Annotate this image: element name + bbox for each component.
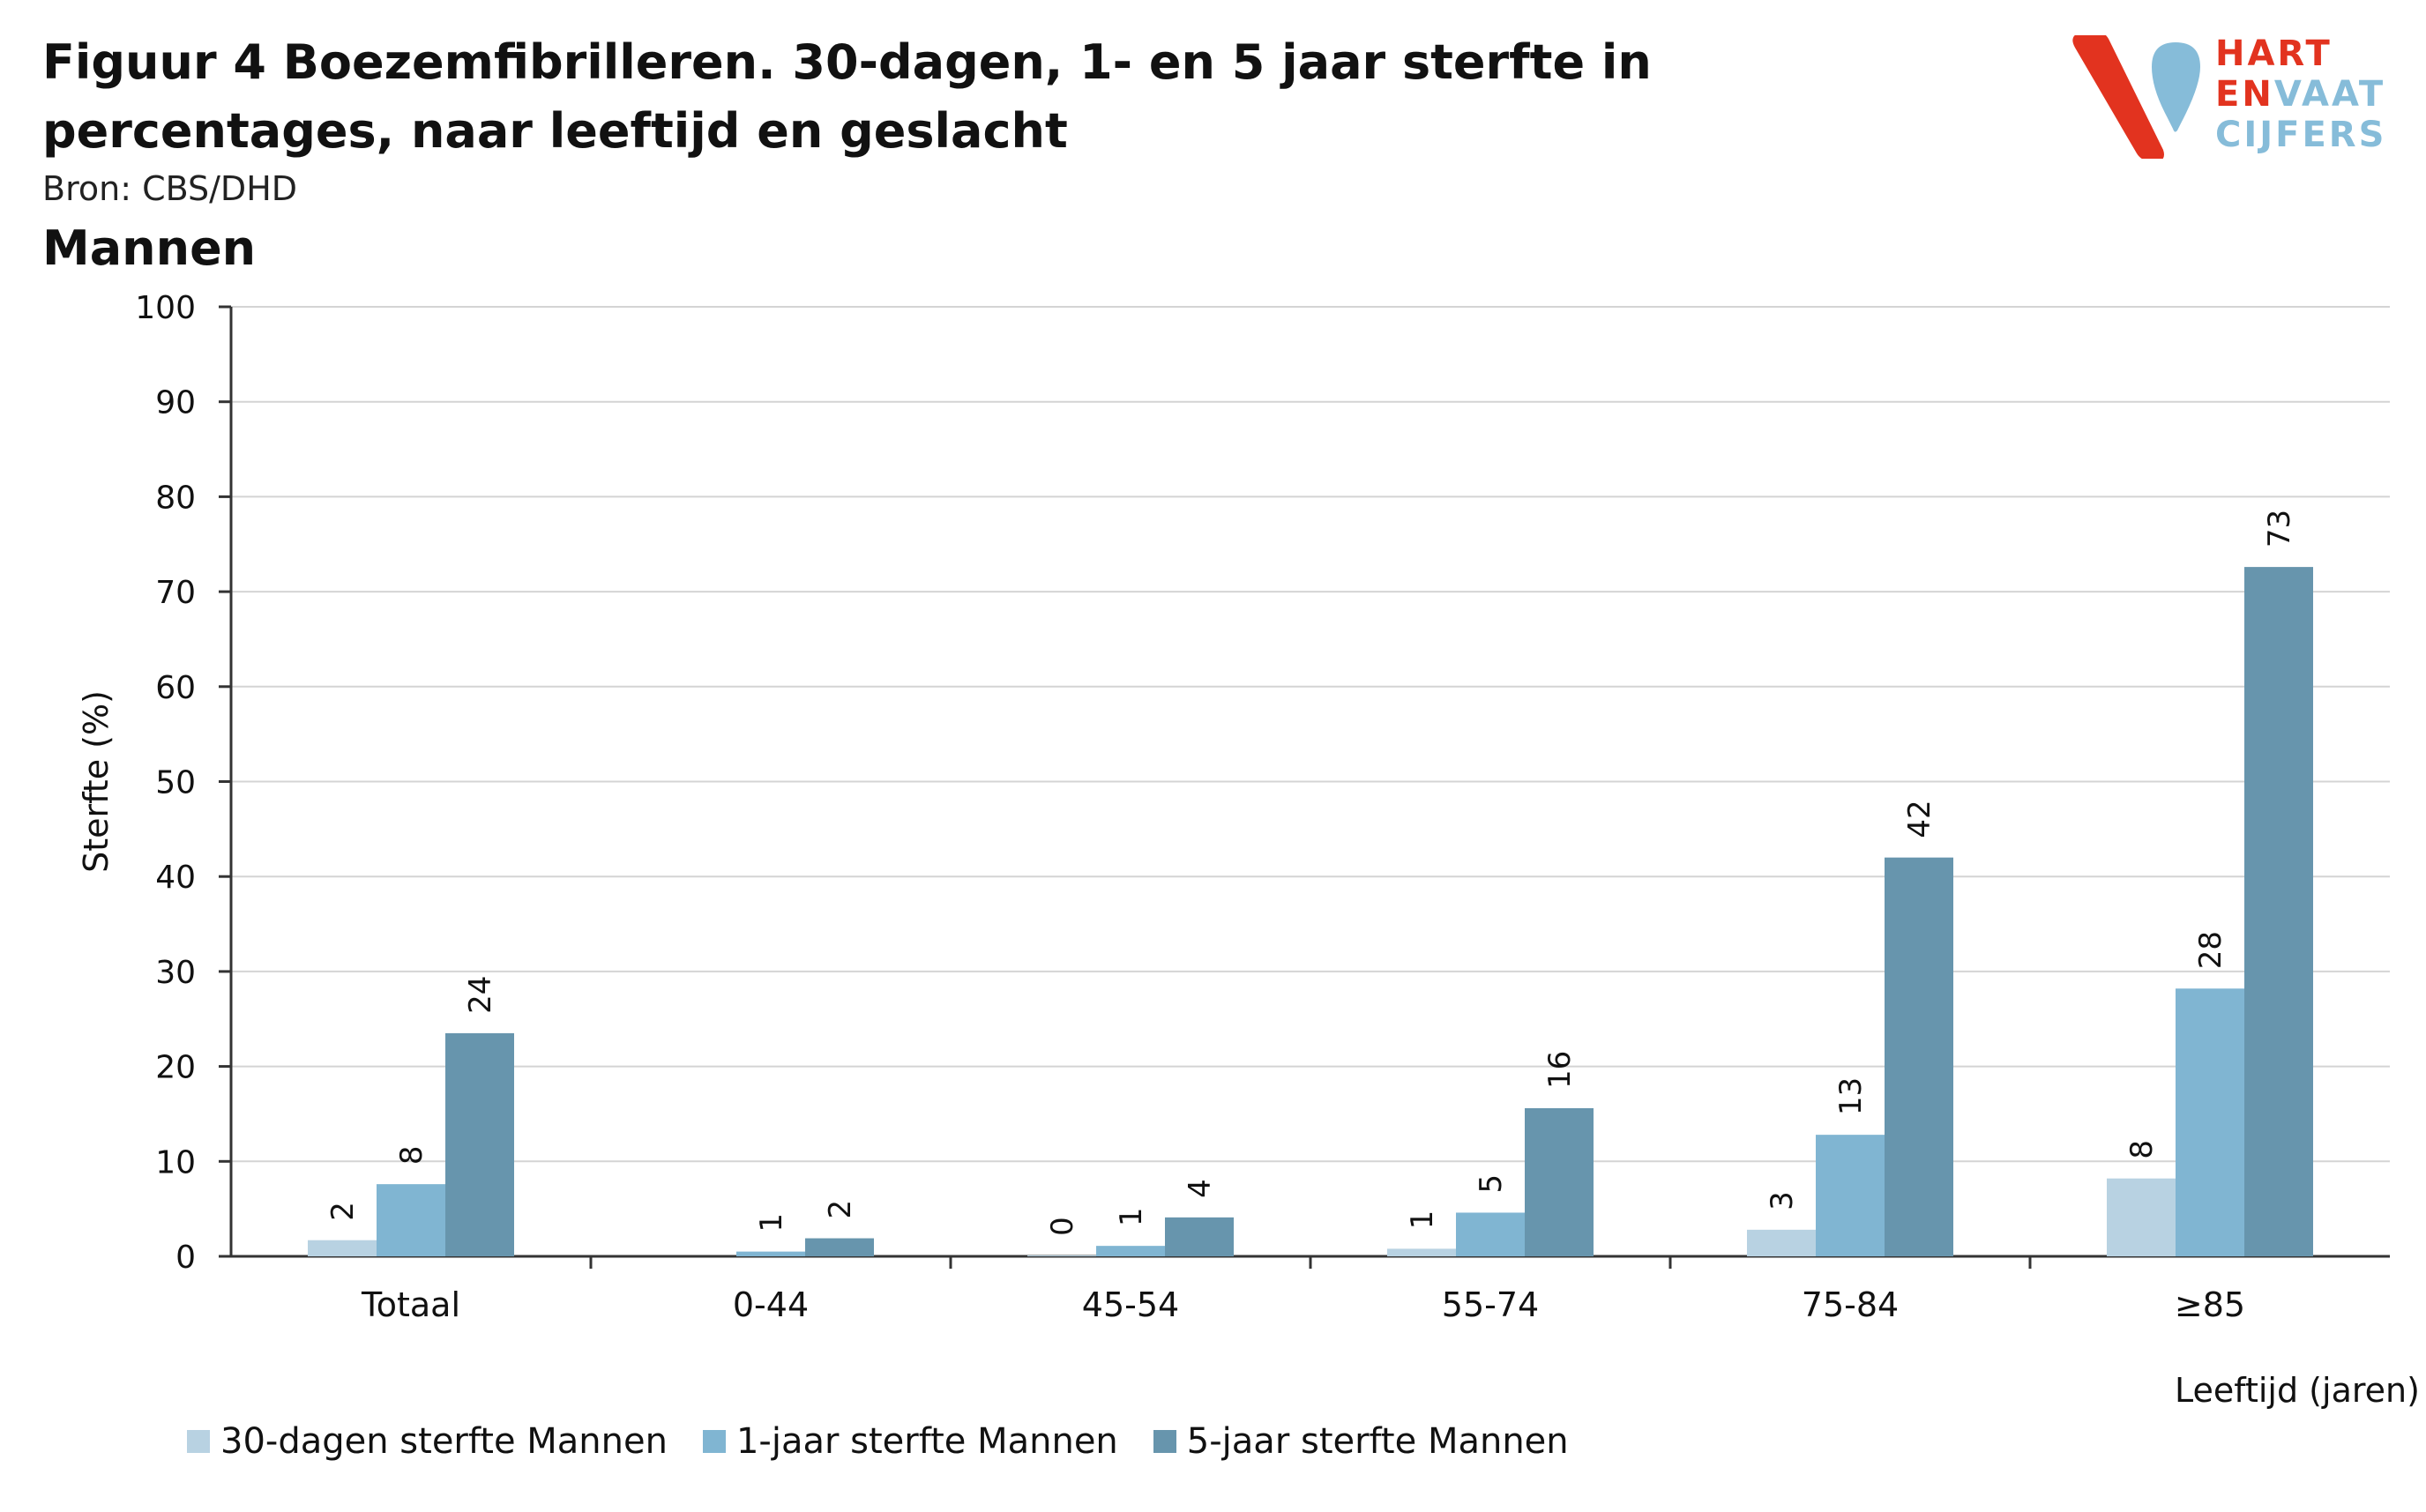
bar [308, 1240, 377, 1256]
bar [805, 1238, 874, 1256]
y-tick-label: 60 [155, 670, 196, 706]
data-label: 4 [1183, 1179, 1218, 1198]
bar [1456, 1212, 1525, 1256]
data-label: 3 [1765, 1191, 1800, 1210]
data-label: 8 [2124, 1140, 2160, 1159]
x-tick-label: Totaal [361, 1285, 460, 1324]
x-tick-label: 45-54 [1082, 1285, 1179, 1324]
y-tick-label: 70 [155, 575, 196, 611]
bar [1747, 1229, 1816, 1256]
data-label: 5 [1474, 1174, 1509, 1194]
x-axis-title: Leeftijd (jaren) [2175, 1371, 2420, 1410]
bar [1027, 1255, 1096, 1256]
y-tick-label: 20 [155, 1050, 196, 1086]
legend-item-30-dagen: 30-dagen sterfte Mannen [187, 1421, 668, 1462]
data-label: 73 [2262, 510, 2297, 547]
legend-label: 30-dagen sterfte Mannen [220, 1421, 668, 1462]
legend-swatch [187, 1430, 210, 1453]
y-axis-title: Sterfte (%) [77, 690, 116, 873]
legend-item-5-jaar: 5-jaar sterfte Mannen [1153, 1421, 1569, 1462]
y-tick-label: 0 [175, 1240, 196, 1276]
data-label: 13 [1833, 1077, 1869, 1115]
chart-title: Figuur 4 Boezemfibrilleren. 30-dagen, 1-… [42, 34, 1652, 159]
bar [736, 1251, 805, 1256]
y-tick-label: 30 [155, 955, 196, 991]
data-label: 42 [1902, 800, 1937, 838]
y-tick-label: 40 [155, 860, 196, 896]
data-label: 2 [325, 1202, 361, 1221]
bar [2107, 1178, 2176, 1256]
legend-swatch [1153, 1430, 1176, 1453]
legend-label: 5-jaar sterfte Mannen [1186, 1421, 1569, 1462]
bar [445, 1032, 514, 1256]
x-tick-label: 55-74 [1442, 1285, 1539, 1324]
y-tick-label: 10 [155, 1144, 196, 1181]
legend-item-1-jaar: 1-jaar sterfte Mannen [702, 1421, 1118, 1462]
bar [1096, 1246, 1165, 1256]
data-label: 16 [1542, 1051, 1578, 1089]
x-tick-label: ≥85 [2175, 1285, 2245, 1324]
x-tick-label: 0-44 [733, 1285, 809, 1324]
bar [2244, 567, 2313, 1256]
bar [1885, 857, 1953, 1256]
y-tick-label: 50 [155, 765, 196, 801]
bar [1525, 1107, 1594, 1256]
data-label: 8 [394, 1146, 429, 1166]
data-label: 1 [1114, 1208, 1149, 1227]
bar [1816, 1135, 1885, 1256]
logo-line-3: CIJFERS [2215, 115, 2387, 155]
logo-icon [2072, 35, 2200, 159]
data-label: 2 [823, 1200, 858, 1219]
data-label: 1 [1405, 1210, 1440, 1230]
data-label: 1 [754, 1213, 789, 1233]
bar [1387, 1248, 1456, 1256]
bar [377, 1184, 445, 1256]
source-note: Bron: CBS/DHD [42, 169, 298, 208]
legend: 30-dagen sterfte Mannen 1-jaar sterfte M… [187, 1421, 1604, 1462]
x-tick-label: 75-84 [1802, 1285, 1899, 1324]
y-tick-label: 100 [135, 290, 196, 326]
data-label: 24 [463, 976, 498, 1014]
logo-wordmark: HART ENVAAT CIJFERS [2215, 34, 2386, 155]
data-label: 0 [1045, 1217, 1080, 1236]
bar [2176, 988, 2244, 1256]
data-label: 28 [2193, 931, 2228, 969]
legend-swatch [702, 1430, 726, 1453]
bar [1165, 1217, 1234, 1256]
y-tick-label: 80 [155, 480, 196, 516]
logo-line-1: HART [2215, 34, 2333, 74]
legend-label: 1-jaar sterfte Mannen [735, 1421, 1118, 1462]
chart-subtitle: Mannen [42, 220, 257, 276]
y-tick-label: 90 [155, 385, 196, 421]
logo-line-2: ENVAAT [2215, 74, 2386, 115]
